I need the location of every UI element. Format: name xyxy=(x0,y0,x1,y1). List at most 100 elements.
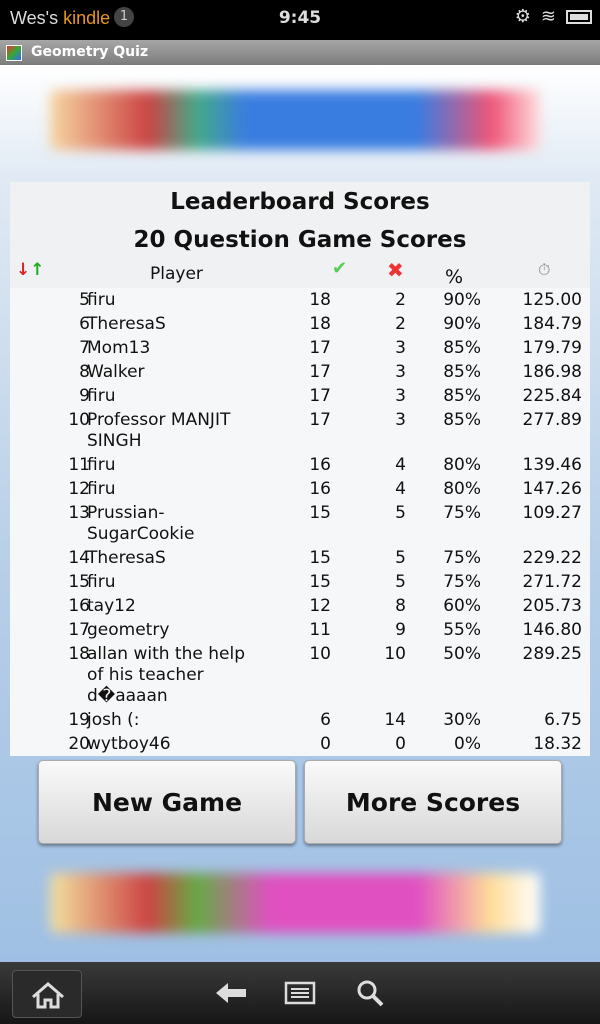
notification-badge[interactable]: 1 xyxy=(114,7,134,27)
wrong-cell: 5 xyxy=(395,572,406,592)
percent-cell: 0% xyxy=(454,734,481,754)
wrong-cell: 5 xyxy=(395,548,406,568)
wrong-cell: 2 xyxy=(395,290,406,310)
time-cell: 184.79 xyxy=(522,314,582,334)
player-cell: firu xyxy=(87,479,116,499)
correct-cell: 15 xyxy=(309,548,331,568)
table-row[interactable]: 11 firu 16 4 80% 139.46 xyxy=(10,453,590,477)
table-row[interactable]: 17 geometry 11 9 55% 146.80 xyxy=(10,618,590,642)
leaderboard-subtitle: 20 Question Game Scores xyxy=(133,227,467,253)
player-cell: firu xyxy=(87,572,116,592)
percent-cell: 85% xyxy=(443,338,481,358)
time-cell: 6.75 xyxy=(544,710,582,730)
wrong-cell: 8 xyxy=(395,596,406,616)
player-cell: geometry xyxy=(87,620,170,640)
navigation-bar xyxy=(0,962,600,1024)
table-row[interactable]: 8 Walker 17 3 85% 186.98 xyxy=(10,360,590,384)
table-row[interactable]: 7 Mom13 17 3 85% 179.79 xyxy=(10,336,590,360)
wrong-cell: 10 xyxy=(384,644,406,664)
ad-banner-top[interactable] xyxy=(50,90,540,150)
correct-cell: 6 xyxy=(320,710,331,730)
rank-cell: 8 xyxy=(79,362,90,382)
wrong-x-icon[interactable]: ✖ xyxy=(387,258,404,282)
sort-arrows-icon[interactable]: ↓↑ xyxy=(16,260,45,280)
correct-checkmark-icon[interactable]: ✔ xyxy=(332,258,348,279)
app-icon xyxy=(6,45,22,61)
table-row[interactable]: 16 tay12 12 8 60% 205.73 xyxy=(10,594,590,618)
correct-cell: 12 xyxy=(309,596,331,616)
wrong-cell: 3 xyxy=(395,410,406,430)
time-cell: 179.79 xyxy=(522,338,582,358)
rank-cell: 19 xyxy=(68,710,90,730)
percent-cell: 85% xyxy=(443,362,481,382)
table-row[interactable]: 13 Prussian-SugarCookie 15 5 75% 109.27 xyxy=(10,501,590,546)
percent-cell: 75% xyxy=(443,548,481,568)
table-row[interactable]: 20 wytboy46 0 0 0% 18.32 xyxy=(10,732,590,756)
app-title-bar: Geometry Quiz xyxy=(0,40,600,65)
rank-cell: 5 xyxy=(79,290,90,310)
player-cell: Professor MANJIT SINGH xyxy=(87,410,231,451)
back-icon[interactable] xyxy=(213,980,249,1006)
table-row[interactable]: 6 TheresaS 18 2 90% 184.79 xyxy=(10,312,590,336)
stopwatch-icon[interactable]: ⏱ xyxy=(538,260,551,279)
player-cell: allan with the help of his teacher d�aaa… xyxy=(87,644,245,706)
rank-cell: 13 xyxy=(68,503,90,523)
time-cell: 186.98 xyxy=(522,362,582,382)
percent-cell: 55% xyxy=(443,620,481,640)
time-cell: 139.46 xyxy=(522,455,582,475)
player-cell: tay12 xyxy=(87,596,136,616)
percent-column-header[interactable]: % xyxy=(445,266,464,288)
correct-cell: 17 xyxy=(309,410,331,430)
table-row[interactable]: 5 firu 18 2 90% 125.00 xyxy=(10,288,590,312)
wrong-cell: 9 xyxy=(395,620,406,640)
table-row[interactable]: 15 firu 15 5 75% 271.72 xyxy=(10,570,590,594)
new-game-button[interactable]: New Game xyxy=(38,760,296,844)
more-scores-button[interactable]: More Scores xyxy=(304,760,562,844)
correct-cell: 11 xyxy=(309,620,331,640)
player-cell: wytboy46 xyxy=(87,734,171,754)
player-cell: Mom13 xyxy=(87,338,151,358)
rank-cell: 14 xyxy=(68,548,90,568)
percent-cell: 60% xyxy=(443,596,481,616)
percent-cell: 30% xyxy=(443,710,481,730)
rank-cell: 15 xyxy=(68,572,90,592)
menu-icon[interactable] xyxy=(284,980,316,1006)
wrong-cell: 0 xyxy=(395,734,406,754)
table-row[interactable]: 10 Professor MANJIT SINGH 17 3 85% 277.89 xyxy=(10,408,590,453)
percent-cell: 85% xyxy=(443,386,481,406)
table-row[interactable]: 12 firu 16 4 80% 147.26 xyxy=(10,477,590,501)
device-name: Wes's kindle xyxy=(10,8,111,28)
correct-cell: 18 xyxy=(309,290,331,310)
score-list[interactable]: 5 firu 18 2 90% 125.00 6 TheresaS 18 2 90% 184.79 7 M… xyxy=(10,288,590,756)
player-cell: Prussian-SugarCookie xyxy=(87,503,195,544)
rank-cell: 7 xyxy=(79,338,90,358)
table-row[interactable]: 19 josh (: 6 14 30% 6.75 xyxy=(10,708,590,732)
search-icon[interactable] xyxy=(355,978,385,1008)
percent-cell: 85% xyxy=(443,410,481,430)
column-headers: ↓↑ Player ✔ ✖ % ⏱ xyxy=(10,258,590,288)
rank-cell: 6 xyxy=(79,314,90,334)
time-cell: 225.84 xyxy=(522,386,582,406)
ad-banner-bottom[interactable] xyxy=(50,873,540,933)
time-cell: 146.80 xyxy=(522,620,582,640)
home-button[interactable] xyxy=(12,970,82,1018)
battery-icon xyxy=(566,10,592,24)
table-row[interactable]: 18 allan with the help of his teacher d�a… xyxy=(10,642,590,708)
table-row[interactable]: 9 firu 17 3 85% 225.84 xyxy=(10,384,590,408)
rank-cell: 10 xyxy=(68,410,90,430)
correct-cell: 15 xyxy=(309,572,331,592)
table-row[interactable]: 14 TheresaS 15 5 75% 229.22 xyxy=(10,546,590,570)
main-content: Leaderboard Scores 20 Question Game Scor… xyxy=(0,65,600,962)
leaderboard-panel: Leaderboard Scores 20 Question Game Scor… xyxy=(10,182,590,756)
player-cell: Walker xyxy=(87,362,145,382)
time-cell: 109.27 xyxy=(522,503,582,523)
correct-cell: 17 xyxy=(309,386,331,406)
percent-cell: 90% xyxy=(443,290,481,310)
time-cell: 289.25 xyxy=(522,644,582,664)
app-title: Geometry Quiz xyxy=(31,44,149,60)
settings-gear-icon[interactable]: ⚙ xyxy=(514,6,531,27)
player-cell: josh (: xyxy=(87,710,140,730)
player-column-header[interactable]: Player xyxy=(150,264,203,284)
rank-cell: 18 xyxy=(68,644,90,664)
percent-cell: 75% xyxy=(443,503,481,523)
